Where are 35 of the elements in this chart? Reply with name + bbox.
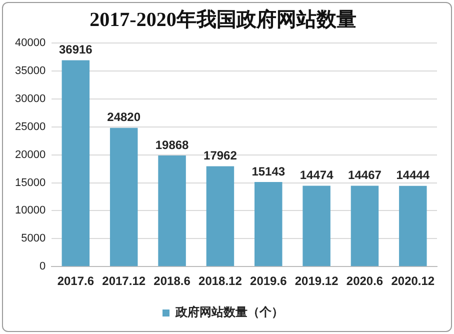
data-label: 15143: [252, 164, 286, 178]
data-label: 14474: [300, 168, 334, 182]
data-label: 14467: [348, 168, 382, 182]
x-tick-label: 2019.6: [250, 274, 288, 288]
y-tick-label: 0: [39, 260, 46, 273]
y-tick-label: 40000: [14, 37, 46, 50]
chart-title: 2017-2020年我国政府网站数量: [90, 8, 356, 32]
x-tick-label: 2017.6: [57, 274, 94, 288]
y-tick-label: 35000: [14, 64, 46, 77]
x-tick-label: 2020.6: [346, 274, 384, 288]
data-label: 24820: [107, 110, 141, 124]
data-label: 17962: [204, 148, 238, 163]
x-tick-label: 2018.12: [198, 274, 242, 288]
legend-label: 政府网站数量（个）: [174, 305, 284, 320]
bar: [158, 156, 186, 266]
bar: [62, 60, 90, 266]
y-tick-label: 25000: [14, 120, 46, 133]
x-tick-label: 2017.12: [102, 274, 146, 288]
bar: [399, 186, 427, 266]
data-label: 14444: [396, 168, 430, 182]
bar: [206, 166, 234, 266]
bar: [350, 186, 379, 266]
y-tick-label: 15000: [14, 176, 46, 189]
bar: [110, 128, 138, 266]
data-label: 36916: [58, 42, 93, 57]
y-tick-label: 5000: [21, 232, 46, 245]
bar: [254, 182, 282, 266]
y-tick-label: 10000: [14, 204, 46, 217]
bar: [302, 186, 330, 266]
data-label: 19868: [155, 138, 190, 152]
x-tick-label: 2019.12: [294, 274, 339, 288]
x-tick-label: 2018.6: [154, 274, 191, 288]
y-tick-label: 20000: [14, 148, 46, 161]
x-tick-label: 2020.12: [391, 274, 435, 288]
y-tick-label: 30000: [14, 92, 46, 105]
